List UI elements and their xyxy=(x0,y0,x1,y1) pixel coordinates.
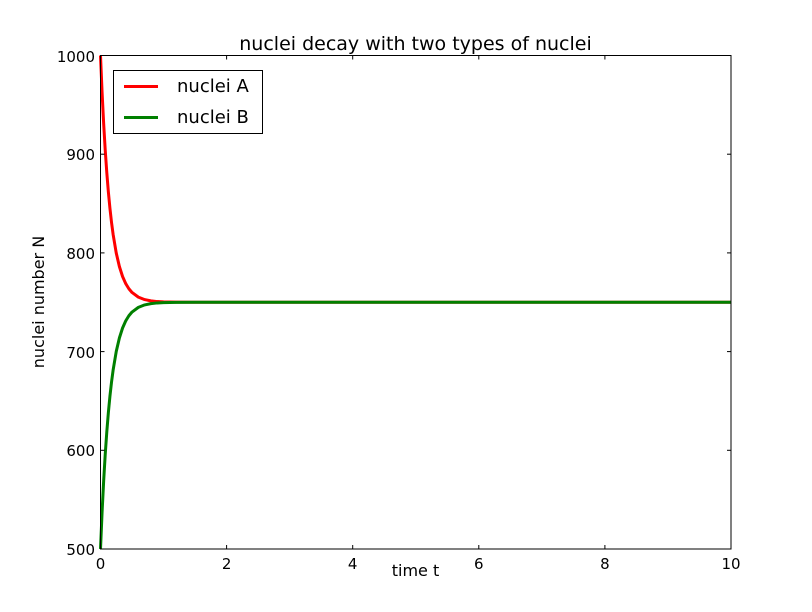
legend-label: nuclei B xyxy=(177,107,249,128)
x-tick-label: 0 xyxy=(95,555,106,573)
y-tick-label: 700 xyxy=(66,343,95,362)
x-tick-label: 6 xyxy=(474,555,484,573)
legend-line-sample-red xyxy=(124,85,158,88)
y-tick-label: 900 xyxy=(66,146,95,165)
x-tick-label: 8 xyxy=(600,555,610,573)
axes-frame xyxy=(100,55,732,550)
x-tick-label: 2 xyxy=(221,555,232,573)
y-tick-label: 600 xyxy=(66,442,95,461)
x-tick-label: 4 xyxy=(347,555,358,573)
legend-line-sample-green xyxy=(124,116,158,119)
legend: nuclei A nuclei B xyxy=(113,70,263,134)
x-axis-label: time t xyxy=(391,561,440,580)
x-tick-label: 10 xyxy=(721,555,741,573)
legend-entry-nuclei-b: nuclei B xyxy=(114,102,262,133)
legend-label: nuclei A xyxy=(177,76,249,97)
y-tick-label: 800 xyxy=(66,244,95,263)
chart-title: nuclei decay with two types of nuclei xyxy=(239,33,592,55)
series-line-nuclei-b xyxy=(99,300,731,550)
y-axis-label: nuclei number N xyxy=(29,235,48,369)
y-tick-label: 500 xyxy=(66,541,95,559)
legend-entry-nuclei-a: nuclei A xyxy=(114,71,262,102)
y-tick-label: 1000 xyxy=(56,47,95,66)
